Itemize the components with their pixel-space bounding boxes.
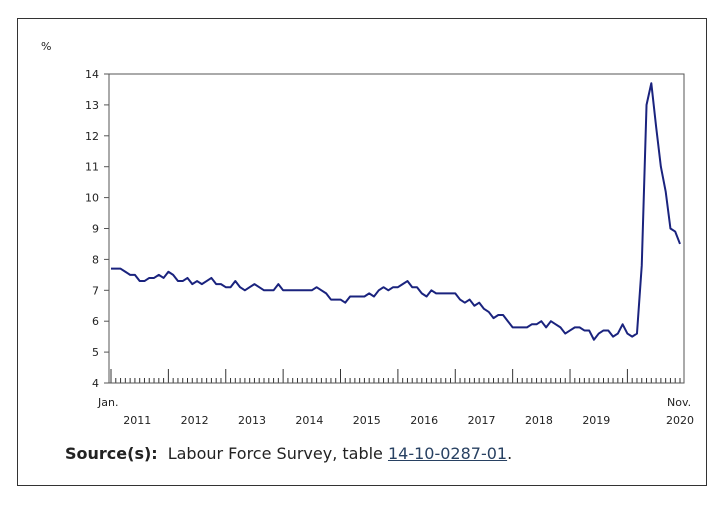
series-line <box>111 82 681 341</box>
year-label: 2013 <box>238 414 266 427</box>
y-axis: 4 5 6 7 8 9 10 11 12 13 14 <box>85 68 109 390</box>
y-tick-label: 10 <box>85 192 99 205</box>
year-labels: 2011 2012 2013 2014 2015 2016 2017 2018 2019 2020 <box>123 414 694 427</box>
y-tick-label: 8 <box>92 253 99 266</box>
year-label: 2011 <box>123 414 151 427</box>
y-tick-label: 9 <box>92 223 99 236</box>
y-axis-label: % <box>41 40 51 53</box>
y-tick-label: 11 <box>85 161 99 174</box>
y-tick-label: 13 <box>85 99 99 112</box>
x-end-label: Nov. <box>667 396 691 409</box>
source-text: Labour Force Survey, table <box>167 444 388 463</box>
chart-frame: % 4 5 6 7 8 9 10 11 12 13 14 Jan. Nov. 2011 2012 201… <box>17 18 707 486</box>
source-end: . <box>507 444 513 463</box>
year-label: 2019 <box>582 414 610 427</box>
year-label: 2014 <box>295 414 323 427</box>
source-label: Source(s): <box>65 444 158 463</box>
year-label: 2018 <box>525 414 553 427</box>
y-tick-label: 14 <box>85 68 99 81</box>
y-tick-label: 4 <box>92 377 99 390</box>
y-tick-label: 6 <box>92 315 99 328</box>
y-tick-label: 7 <box>92 284 99 297</box>
x-axis <box>110 369 681 383</box>
year-label: 2017 <box>468 414 496 427</box>
year-label: 2020 <box>666 414 694 427</box>
plot-area <box>108 73 685 384</box>
year-label: 2016 <box>410 414 438 427</box>
source-table-link[interactable]: 14-10-0287-01 <box>387 444 508 463</box>
year-label: 2015 <box>353 414 381 427</box>
y-tick-label: 12 <box>85 130 99 143</box>
x-start-label: Jan. <box>97 396 118 409</box>
source-note: Source(s): Labour Force Survey, table 14-… <box>65 444 512 463</box>
year-label: 2012 <box>181 414 209 427</box>
y-tick-label: 5 <box>92 346 99 359</box>
